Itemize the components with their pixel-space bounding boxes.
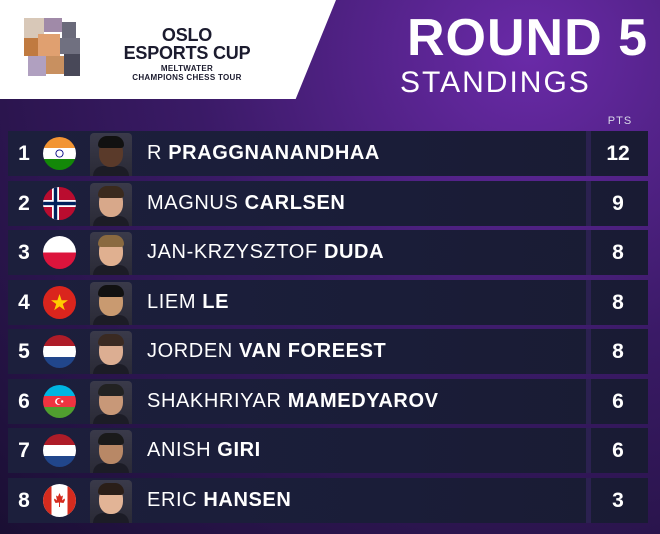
column-divider — [586, 230, 591, 275]
canada-flag-icon — [43, 483, 76, 517]
player-first-name: JAN-KRZYSZTOF — [147, 241, 318, 263]
player-points: 8 — [612, 340, 624, 363]
player-photo-body — [93, 314, 129, 325]
standings-row: 8 ERIC HANSEN 3 — [8, 477, 648, 523]
vietnam-flag-icon — [43, 285, 76, 319]
player-photo-body — [93, 413, 129, 424]
player-photo-body — [93, 166, 129, 176]
player-last-name: GIRI — [217, 439, 261, 461]
player-photo-hair — [98, 284, 124, 297]
netherlands-flag-icon — [43, 434, 76, 467]
tournament-logo-icon — [24, 18, 82, 78]
points-column-header: PTS — [607, 115, 633, 127]
poland-flag-icon — [43, 236, 76, 269]
logo-panel: OSLO ESPORTS CUP MELTWATER CHAMPIONS CHE… — [0, 0, 336, 99]
player-points: 12 — [606, 142, 630, 165]
player-photo-hair — [98, 185, 124, 198]
standings-subtitle: STANDINGS — [400, 66, 591, 99]
column-divider — [586, 180, 591, 226]
player-photo-body — [93, 512, 129, 523]
player-photo-body — [93, 265, 129, 275]
logo-text: OSLO ESPORTS CUP MELTWATER CHAMPIONS CHE… — [112, 26, 262, 82]
player-first-name: ERIC — [147, 488, 198, 511]
player-first-name: MAGNUS — [147, 191, 239, 214]
player-first-name: LIEM — [147, 290, 197, 313]
standings-row: 4 LIEM LE 8 — [8, 279, 648, 325]
standings-row: 1 R PRAGGNANANDHAA 12 — [8, 131, 648, 176]
player-first-name: ANISH — [147, 439, 212, 461]
player-points: 3 — [612, 488, 624, 512]
player-name: JAN-KRZYSZTOF DUDA — [147, 230, 384, 275]
player-points: 8 — [612, 290, 624, 314]
standings-row: 3 JAN-KRZYSZTOF DUDA 8 — [8, 230, 648, 275]
azerbaijan-flag-icon — [43, 384, 76, 418]
player-photo-body — [93, 215, 129, 226]
standings-table: 1 R PRAGGNANANDHAA 12 2 MAGNUS CARLSEN 9 3 JAN-… — [8, 131, 648, 527]
netherlands-flag-icon — [43, 335, 76, 368]
player-last-name: HANSEN — [203, 488, 292, 511]
india-flag-icon — [43, 137, 76, 170]
player-photo — [90, 281, 132, 325]
player-points: 9 — [612, 191, 624, 215]
player-last-name: PRAGGNANANDHAA — [168, 142, 380, 164]
round-title: ROUND 5 — [406, 9, 648, 67]
player-name: SHAKHRIYAR MAMEDYAROV — [147, 379, 439, 424]
rank-number: 3 — [18, 241, 30, 264]
player-photo — [90, 430, 132, 473]
player-first-name: SHAKHRIYAR — [147, 389, 282, 412]
rank-number: 6 — [18, 389, 30, 413]
column-divider — [586, 329, 591, 374]
norway-flag-icon — [43, 186, 76, 220]
player-last-name: MAMEDYAROV — [287, 389, 439, 412]
player-last-name: VAN FOREEST — [239, 340, 387, 362]
logo-line-meltwater: MELTWATER — [160, 64, 214, 73]
player-last-name: CARLSEN — [244, 191, 346, 214]
player-name: MAGNUS CARLSEN — [147, 181, 345, 226]
rank-number: 7 — [18, 439, 30, 462]
standings-row: 5 JORDEN VAN FOREEST 8 — [8, 329, 648, 374]
rank-number: 8 — [18, 488, 30, 512]
player-photo-hair — [98, 136, 124, 148]
player-photo — [90, 380, 132, 424]
logo-line-tour: CHAMPIONS CHESS TOUR — [132, 73, 242, 82]
player-photo — [90, 182, 132, 226]
column-divider — [586, 131, 591, 176]
player-photo-hair — [98, 235, 124, 247]
player-photo-body — [93, 364, 129, 374]
player-first-name: R — [147, 142, 163, 164]
player-name: R PRAGGNANANDHAA — [147, 131, 380, 176]
player-name: LIEM LE — [147, 280, 229, 325]
player-last-name: DUDA — [323, 241, 385, 263]
rank-number: 4 — [18, 290, 30, 314]
player-photo — [90, 331, 132, 374]
column-divider — [586, 279, 591, 325]
player-points: 8 — [612, 241, 624, 264]
standings-row: 6 SHAKHRIYAR MAMEDYAROV 6 — [8, 378, 648, 424]
player-photo-hair — [98, 334, 124, 346]
player-photo-body — [93, 463, 129, 473]
rank-number: 2 — [18, 191, 30, 215]
player-photo — [90, 232, 132, 275]
player-photo-hair — [98, 482, 124, 495]
column-divider — [586, 477, 591, 523]
standings-row: 2 MAGNUS CARLSEN 9 — [8, 180, 648, 226]
player-name: JORDEN VAN FOREEST — [147, 329, 386, 374]
player-photo — [90, 133, 132, 176]
player-points: 6 — [612, 389, 624, 413]
column-divider — [586, 428, 591, 473]
column-divider — [586, 378, 591, 424]
logo-line-esports-cup: ESPORTS CUP — [123, 43, 251, 63]
player-photo-hair — [98, 433, 124, 445]
player-photo-hair — [98, 383, 124, 396]
player-name: ANISH GIRI — [147, 428, 261, 473]
player-photo — [90, 479, 132, 523]
rank-number: 1 — [18, 142, 30, 165]
player-first-name: JORDEN — [147, 340, 233, 362]
player-last-name: LE — [202, 290, 230, 313]
player-name: ERIC HANSEN — [147, 478, 291, 523]
standings-row: 7 ANISH GIRI 6 — [8, 428, 648, 473]
logo-line-oslo: OSLO — [161, 25, 213, 45]
player-points: 6 — [612, 439, 624, 462]
rank-number: 5 — [18, 340, 30, 363]
